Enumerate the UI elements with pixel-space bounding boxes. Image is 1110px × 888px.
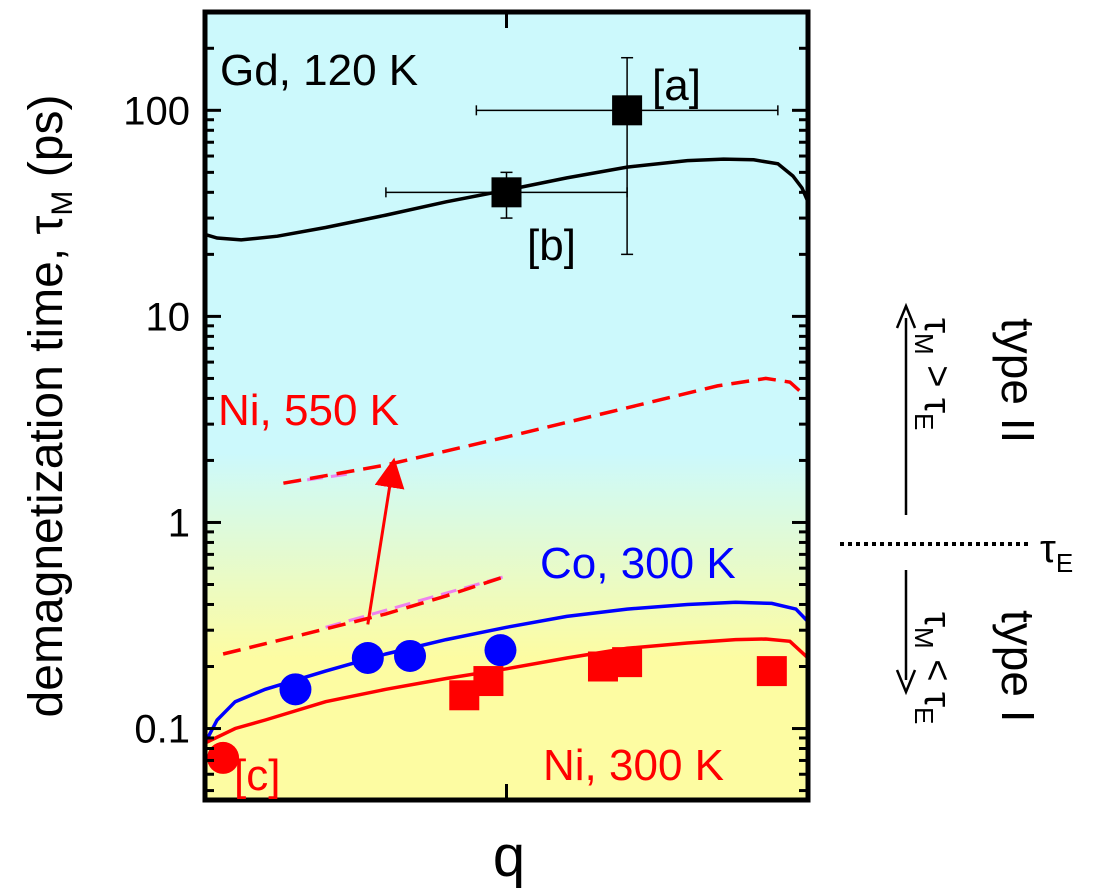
point-gd-120-k-1 (491, 177, 522, 208)
y-axis-ticks: 0.1 1 10 100 (123, 10, 808, 800)
arrow-down-head (895, 669, 917, 696)
curve-ni-300-k (205, 637, 808, 745)
label-ni-550k: Ni, 550 K (218, 386, 399, 435)
curves-layer (205, 157, 808, 745)
point-ni-300-k-4 (756, 656, 787, 687)
type-2-label: type II (992, 318, 1044, 443)
point-co-300-k-3 (484, 634, 517, 667)
tau-e-label: τE (1040, 527, 1073, 578)
point-co-300-k-2 (394, 639, 427, 672)
ytick-label-1: 1 (168, 501, 190, 545)
ytick-label-10: 10 (146, 295, 191, 339)
label-gd-120k: Gd, 120 K (220, 46, 418, 95)
label-ni-300k: Ni, 300 K (543, 741, 724, 790)
curve-gd-120-k (205, 157, 808, 242)
ytick-label-100: 100 (123, 89, 190, 133)
type-2-condition: τM > τE (909, 318, 958, 430)
label-b: [b] (527, 221, 576, 270)
point-ni-300-k-1 (473, 666, 504, 697)
curve-ni-550-k (283, 376, 808, 485)
label-a: [a] (652, 61, 701, 110)
point-co-300-k-1 (351, 641, 384, 674)
points-layer (207, 95, 787, 774)
type-1-condition: τM < τE (909, 612, 958, 724)
point-ni-300-k-3 (612, 647, 643, 678)
magenta-guide-1 (325, 574, 507, 629)
shift-arrow (366, 457, 405, 625)
x-axis-label: q (493, 824, 525, 888)
y-axis-label: demagnetization time, τM (ps) (20, 95, 79, 718)
label-co-300k: Co, 300 K (540, 539, 736, 588)
label-c: [c] (234, 751, 280, 800)
point-c-0 (207, 741, 240, 774)
type-1-label: type I (992, 610, 1044, 723)
arrow-up-head (895, 302, 917, 329)
point-gd-120-k-0 (612, 95, 643, 126)
ytick-label-0.1: 0.1 (134, 708, 190, 752)
point-co-300-k-0 (279, 673, 312, 706)
curve-ni-550-k-low (222, 574, 508, 656)
curve-co-300-k (205, 600, 808, 744)
